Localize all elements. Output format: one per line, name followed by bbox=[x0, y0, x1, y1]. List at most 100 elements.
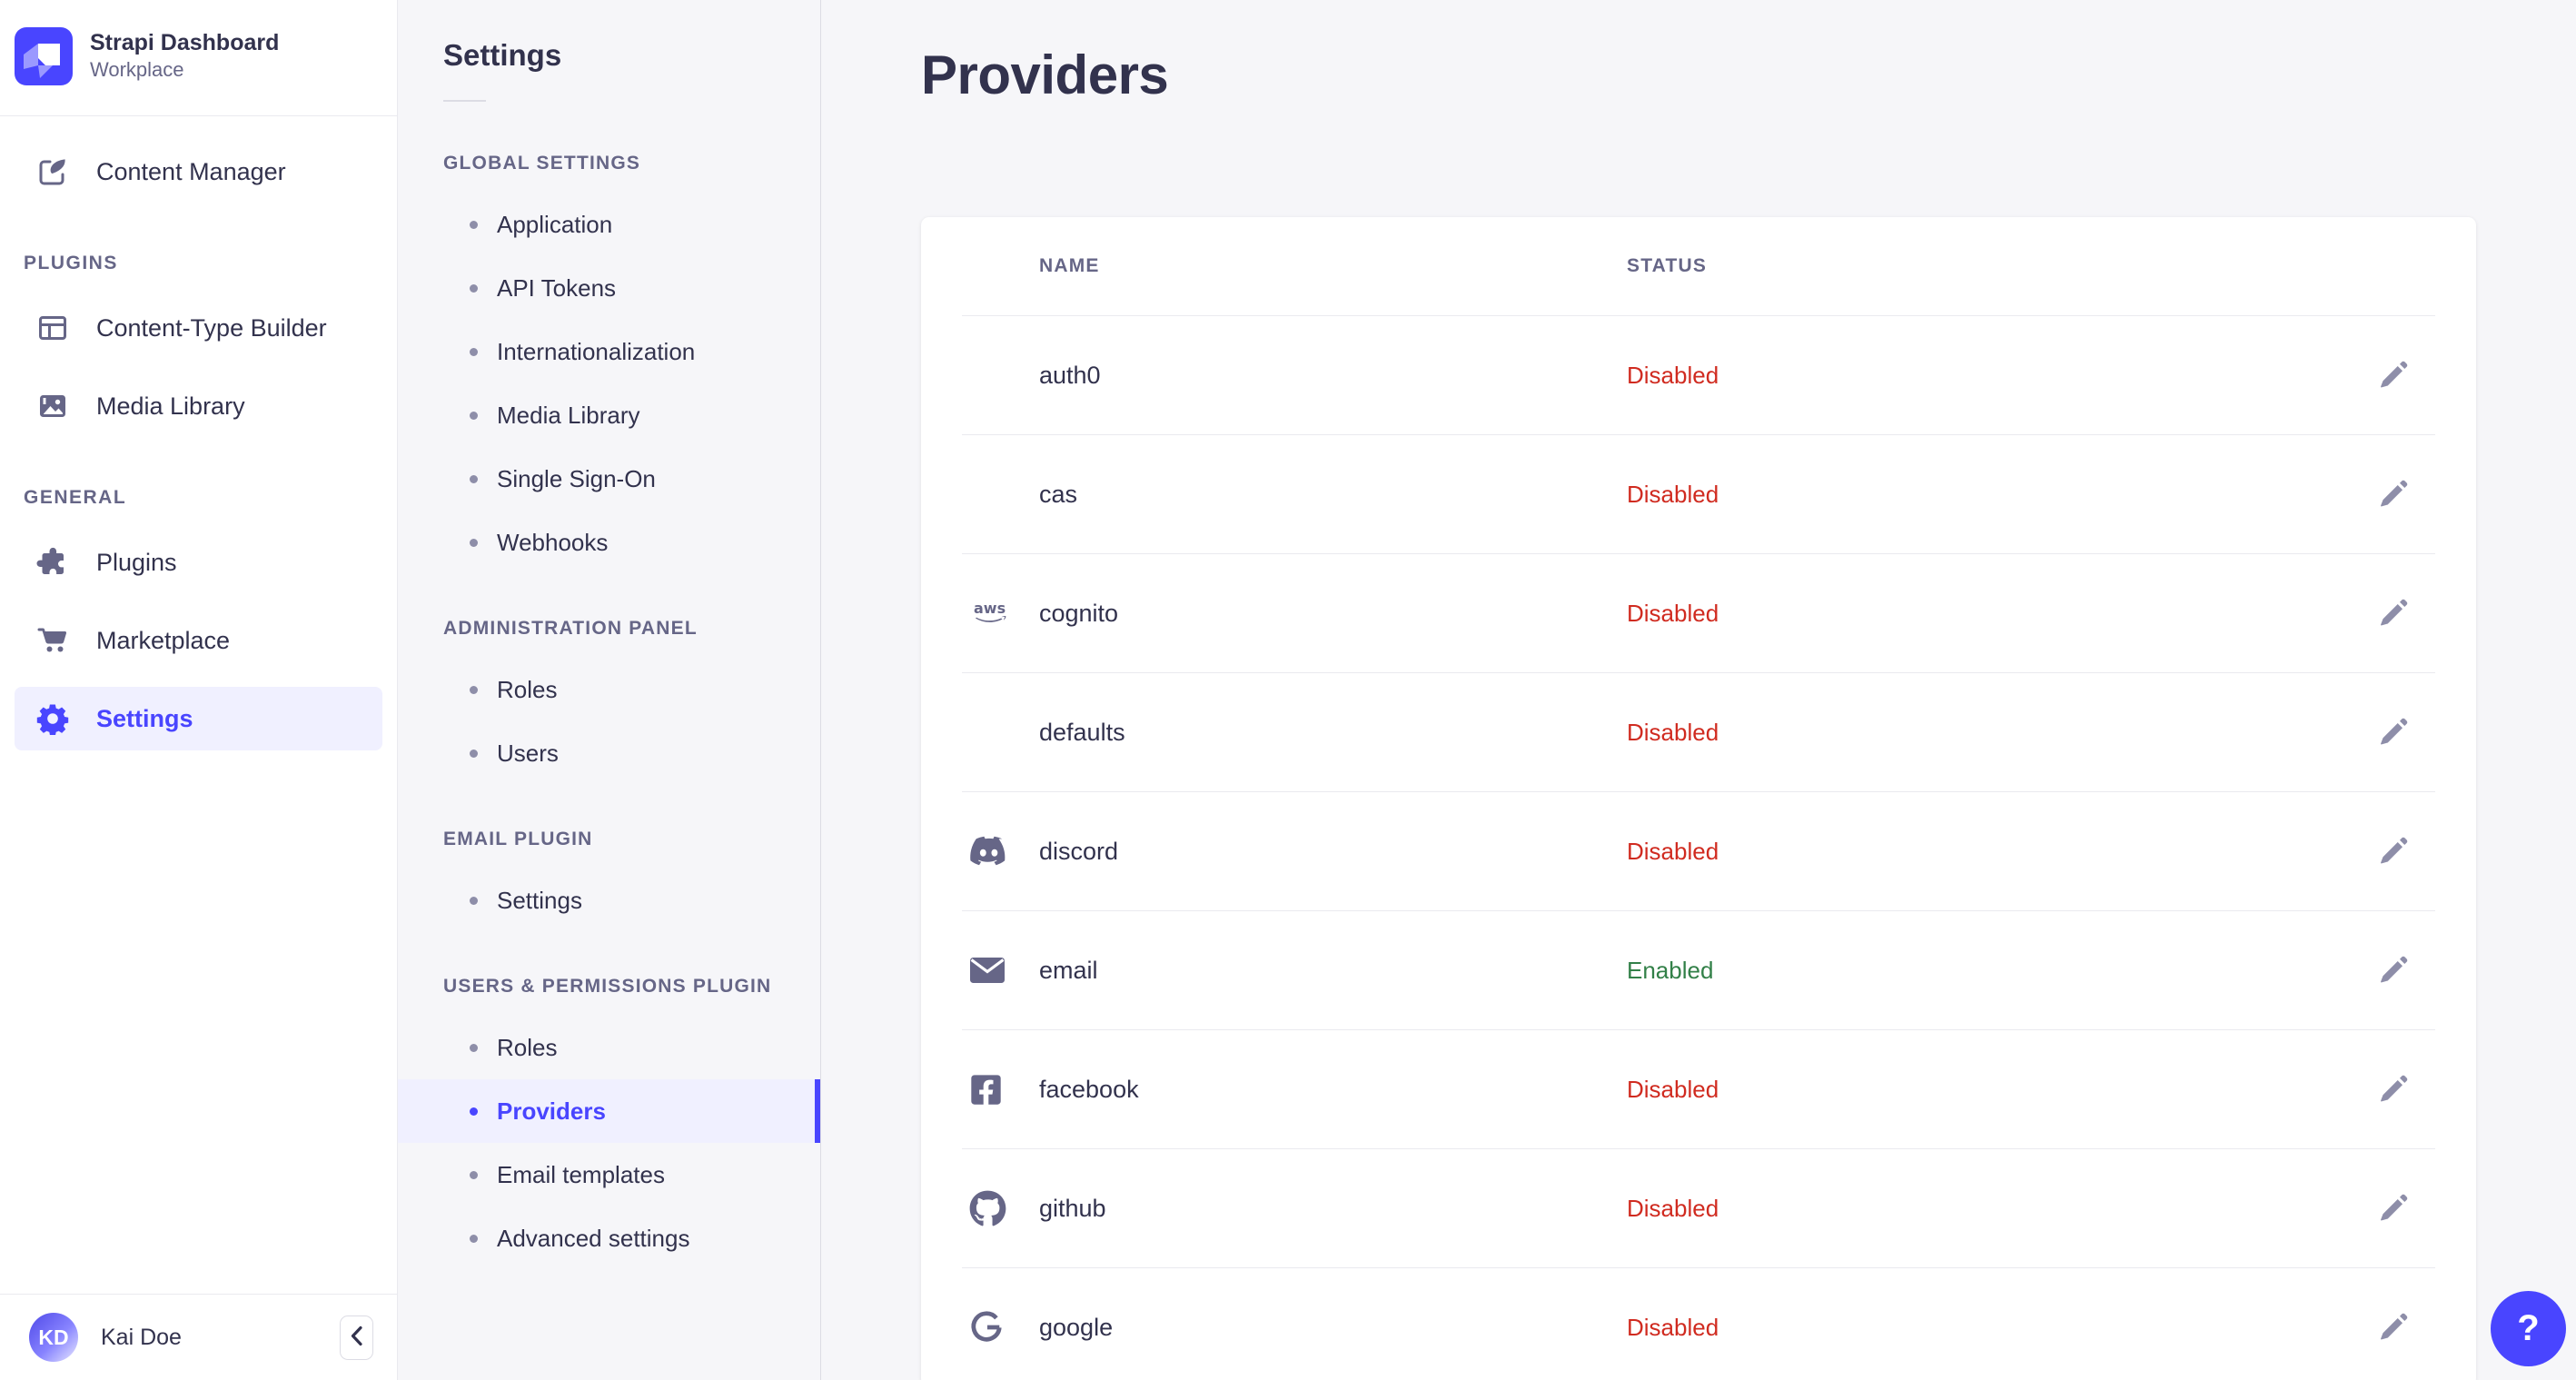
chevron-left-icon bbox=[350, 1325, 363, 1349]
content-type-builder-icon bbox=[36, 312, 69, 344]
svg-text:aws: aws bbox=[974, 600, 1006, 617]
edit-provider-button[interactable] bbox=[2373, 1068, 2415, 1110]
provider-name: google bbox=[1039, 1313, 1114, 1341]
divider bbox=[443, 100, 486, 102]
user-name: Kai Doe bbox=[101, 1324, 182, 1350]
pencil-icon bbox=[2379, 716, 2410, 750]
edit-provider-button[interactable] bbox=[2373, 473, 2415, 515]
sidebar-item-plugins[interactable]: Plugins bbox=[15, 531, 382, 594]
settings-sidebar: Settings GLOBAL SETTINGS Application API T… bbox=[398, 0, 821, 1380]
provider-row[interactable]: google Disabled bbox=[962, 1267, 2435, 1380]
table-body: auth0 Disabled cas Disabled aws cognito Disabl… bbox=[921, 315, 2476, 1380]
column-header-status: STATUS bbox=[1627, 255, 1708, 276]
status-text: Disabled bbox=[1627, 480, 1719, 508]
bullet-icon bbox=[470, 1170, 478, 1179]
settings-nav-item-label: Advanced settings bbox=[497, 1224, 690, 1252]
main-sidebar: Strapi Dashboard Workplace Content Manag… bbox=[0, 0, 398, 1380]
settings-nav-item-users[interactable]: Users bbox=[398, 721, 820, 785]
status-text: Disabled bbox=[1627, 361, 1719, 389]
provider-name: email bbox=[1039, 956, 1098, 984]
sidebar-item-marketplace[interactable]: Marketplace bbox=[15, 609, 382, 672]
settings-nav-item-application[interactable]: Application bbox=[398, 193, 820, 256]
sidebar-item-label: Media Library bbox=[96, 392, 245, 420]
provider-row[interactable]: facebook Disabled bbox=[962, 1029, 2435, 1148]
edit-provider-button[interactable] bbox=[2373, 354, 2415, 396]
bullet-icon bbox=[470, 474, 478, 483]
provider-row[interactable]: auth0 Disabled bbox=[962, 315, 2435, 434]
settings-nav-item-api-tokens[interactable]: API Tokens bbox=[398, 256, 820, 320]
settings-nav-item-label: API Tokens bbox=[497, 273, 617, 302]
bullet-icon bbox=[470, 538, 478, 547]
provider-name: auth0 bbox=[1039, 361, 1101, 389]
provider-name: cas bbox=[1039, 480, 1078, 508]
provider-row[interactable]: github Disabled bbox=[962, 1148, 2435, 1267]
settings-nav-item-media-library[interactable]: Media Library bbox=[398, 383, 820, 447]
pencil-icon bbox=[2379, 478, 2410, 511]
sidebar-item-label: Marketplace bbox=[96, 626, 231, 654]
sidebar-item-label: Content-Type Builder bbox=[96, 313, 327, 342]
settings-nav-item-email-templates[interactable]: Email templates bbox=[398, 1143, 820, 1206]
envelope-icon bbox=[962, 956, 1039, 985]
pencil-icon bbox=[2379, 954, 2410, 988]
settings-nav-item-label: Application bbox=[497, 210, 613, 238]
bullet-icon bbox=[470, 896, 478, 905]
provider-row[interactable]: aws cognito Disabled bbox=[962, 553, 2435, 672]
edit-provider-button[interactable] bbox=[2373, 949, 2415, 991]
sidebar-item-content-manager[interactable]: Content Manager bbox=[15, 140, 382, 204]
marketplace-icon bbox=[36, 624, 69, 657]
settings-nav-item-webhooks[interactable]: Webhooks bbox=[398, 511, 820, 574]
settings-section-label: GLOBAL SETTINGS bbox=[443, 153, 641, 174]
settings-nav-item-settings[interactable]: Settings bbox=[398, 869, 820, 932]
settings-nav-item-advanced-settings[interactable]: Advanced settings bbox=[398, 1206, 820, 1270]
settings-nav-item-label: Roles bbox=[497, 1033, 558, 1061]
help-button[interactable]: ? bbox=[2491, 1291, 2566, 1366]
settings-section-label: USERS & PERMISSIONS PLUGIN bbox=[443, 976, 772, 997]
provider-row[interactable]: defaults Disabled bbox=[962, 672, 2435, 791]
bullet-icon bbox=[470, 1043, 478, 1052]
settings-nav-item-label: Webhooks bbox=[497, 528, 609, 556]
plugins-icon bbox=[36, 546, 69, 579]
workspace-header[interactable]: Strapi Dashboard Workplace bbox=[0, 0, 397, 116]
settings-nav-item-label: Email templates bbox=[497, 1160, 665, 1188]
sidebar-footer: KD Kai Doe bbox=[0, 1294, 397, 1380]
content-manager-icon bbox=[36, 155, 69, 188]
provider-row[interactable]: cas Disabled bbox=[962, 434, 2435, 553]
avatar[interactable]: KD bbox=[29, 1313, 78, 1362]
edit-provider-button[interactable] bbox=[2373, 1306, 2415, 1348]
provider-row[interactable]: discord Disabled bbox=[962, 791, 2435, 910]
edit-provider-button[interactable] bbox=[2373, 711, 2415, 753]
status-text: Disabled bbox=[1627, 837, 1719, 865]
edit-provider-button[interactable] bbox=[2373, 830, 2415, 872]
provider-name: github bbox=[1039, 1194, 1106, 1222]
bullet-icon bbox=[470, 283, 478, 293]
aws-icon: aws bbox=[962, 597, 1039, 630]
status-text: Disabled bbox=[1627, 1194, 1719, 1222]
pencil-icon bbox=[2379, 1192, 2410, 1226]
pencil-icon bbox=[2379, 835, 2410, 869]
column-header-name: NAME bbox=[1039, 255, 1100, 276]
settings-nav-item-roles[interactable]: Roles bbox=[398, 1016, 820, 1079]
collapse-sidebar-button[interactable] bbox=[340, 1315, 373, 1360]
settings-nav-item-label: Users bbox=[497, 739, 559, 767]
providers-table-card: NAME STATUS auth0 Disabled cas Disabled aws c… bbox=[921, 217, 2476, 1380]
sidebar-item-media-library[interactable]: Media Library bbox=[15, 374, 382, 438]
edit-provider-button[interactable] bbox=[2373, 592, 2415, 634]
sidebar-item-settings[interactable]: Settings bbox=[15, 687, 382, 750]
status-text: Disabled bbox=[1627, 718, 1719, 746]
settings-nav-item-roles[interactable]: Roles bbox=[398, 658, 820, 721]
provider-name: facebook bbox=[1039, 1075, 1139, 1103]
settings-nav-item-label: Providers bbox=[497, 1097, 606, 1125]
sidebar-item-label: Content Manager bbox=[96, 157, 286, 185]
settings-nav-item-providers[interactable]: Providers bbox=[398, 1079, 820, 1143]
provider-name: defaults bbox=[1039, 718, 1125, 746]
pencil-icon bbox=[2379, 359, 2410, 392]
settings-nav-item-single-sign-on[interactable]: Single Sign-On bbox=[398, 447, 820, 511]
status-text: Disabled bbox=[1627, 599, 1719, 627]
edit-provider-button[interactable] bbox=[2373, 1187, 2415, 1229]
settings-nav-item-internationalization[interactable]: Internationalization bbox=[398, 320, 820, 383]
nav-section-label: GENERAL bbox=[24, 487, 127, 508]
media-library-icon bbox=[36, 390, 69, 422]
provider-row[interactable]: email Enabled bbox=[962, 910, 2435, 1029]
sidebar-item-content-type-builder[interactable]: Content-Type Builder bbox=[15, 296, 382, 360]
app-title: Strapi Dashboard bbox=[90, 30, 280, 56]
